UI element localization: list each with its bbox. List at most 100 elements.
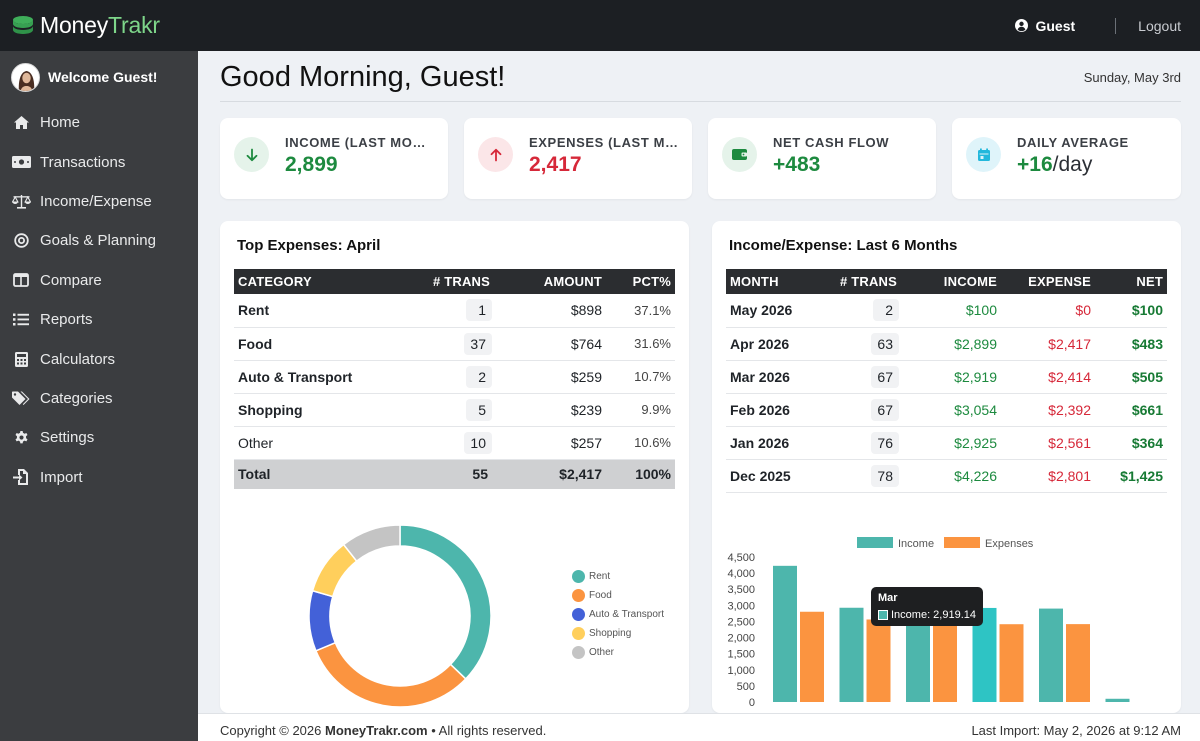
- stat-card-income: INCOME (LAST MONTH) 2,899: [220, 118, 448, 199]
- column-header[interactable]: CATEGORY: [238, 274, 312, 289]
- expense-bar[interactable]: [866, 619, 891, 702]
- total-pct: 100%: [606, 459, 675, 489]
- brand-name: MoneyTrakr: [40, 12, 160, 39]
- column-header[interactable]: EXPENSE: [1028, 274, 1091, 289]
- amount-cell: $239: [494, 393, 606, 427]
- income-bar[interactable]: [1039, 608, 1063, 702]
- legend-label: Shopping: [589, 628, 632, 639]
- sidebar-item-goals-planning[interactable]: Goals & Planning: [0, 221, 198, 260]
- legend-swatch: [572, 608, 585, 621]
- footer: Copyright © 2026 MoneyTrakr.com • All ri…: [198, 713, 1200, 741]
- column-header[interactable]: INCOME: [943, 274, 997, 289]
- legend-item-other[interactable]: Other: [572, 643, 664, 662]
- column-header[interactable]: MONTH: [730, 274, 779, 289]
- total-row: Total 55 $2,417 100%: [234, 459, 675, 489]
- y-tick-label: 4,500: [727, 552, 755, 564]
- expense-bar[interactable]: [999, 624, 1024, 702]
- user-circle-icon: [1015, 19, 1029, 32]
- table-row[interactable]: Auto & Transport 2 $259 10.7%: [234, 360, 675, 394]
- sidebar-item-compare[interactable]: Compare: [0, 261, 198, 300]
- sidebar-item-categories[interactable]: Categories: [0, 379, 198, 418]
- legend-item-food[interactable]: Food: [572, 586, 664, 605]
- column-header[interactable]: PCT%: [632, 274, 671, 289]
- gear-icon: [11, 430, 31, 445]
- legend-label: Auto & Transport: [589, 609, 665, 620]
- table-row[interactable]: Apr 2026 63 $2,899 $2,417 $483: [726, 327, 1167, 361]
- trans-cell: 2: [821, 294, 901, 328]
- income-bar[interactable]: [839, 607, 864, 702]
- y-tick-label: 3,500: [727, 584, 755, 596]
- tooltip-title: Mar: [878, 592, 898, 604]
- legend-swatch[interactable]: [857, 537, 893, 548]
- file-import-icon: [11, 469, 31, 486]
- site-link[interactable]: MoneyTrakr.com: [324, 723, 428, 738]
- trans-cell: 5: [384, 393, 494, 427]
- brand-logo[interactable]: MoneyTrakr: [11, 12, 160, 39]
- legend-label: Income: [898, 538, 934, 550]
- main-content: Good Morning, Guest! Sunday, May 3rd INC…: [198, 51, 1200, 713]
- sidebar-item-home[interactable]: Home: [0, 103, 198, 142]
- income-bar[interactable]: [773, 565, 797, 702]
- legend-swatch[interactable]: [944, 537, 980, 548]
- legend-swatch: [572, 570, 585, 583]
- column-header[interactable]: # TRANS: [432, 274, 490, 289]
- sidebar-item-calculators[interactable]: Calculators: [0, 339, 198, 378]
- table-row[interactable]: Shopping 5 $239 9.9%: [234, 393, 675, 427]
- table-row[interactable]: Feb 2026 67 $3,054 $2,392 $661: [726, 393, 1167, 427]
- legend-item-rent[interactable]: Rent: [572, 567, 664, 586]
- category-cell: Other: [234, 426, 384, 460]
- sidebar-item-import[interactable]: Import: [0, 458, 198, 497]
- wallet-icon: [722, 137, 757, 172]
- logout-link[interactable]: Logout: [1138, 17, 1181, 34]
- total-label: Total: [234, 459, 384, 489]
- panel-title: Top Expenses: April: [237, 237, 381, 254]
- sidebar-item-settings[interactable]: Settings: [0, 418, 198, 457]
- title-divider: [220, 101, 1181, 102]
- table-header-row: MONTH # TRANS INCOME EXPENSE NET: [726, 269, 1167, 294]
- table-row[interactable]: Rent 1 $898 37.1%: [234, 294, 675, 328]
- table-row[interactable]: Jan 2026 76 $2,925 $2,561 $364: [726, 426, 1167, 460]
- slice-food[interactable]: [314, 641, 467, 708]
- trans-cell: 1: [384, 294, 494, 328]
- income-cell: $2,899: [901, 327, 1001, 361]
- y-tick-label: 2,500: [727, 616, 755, 628]
- top-expenses-panel: Top Expenses: April CATEGORY # TRANS AMO…: [220, 221, 689, 713]
- stat-label: NET CASH FLOW: [773, 135, 890, 150]
- total-amount: $2,417: [494, 459, 606, 489]
- sidebar-item-reports[interactable]: Reports: [0, 300, 198, 339]
- expense-bar[interactable]: [800, 611, 824, 702]
- column-header[interactable]: # TRANS: [839, 274, 897, 289]
- expense-bar[interactable]: [933, 624, 957, 702]
- sidebar-item-income-expense[interactable]: Income/Expense: [0, 182, 198, 221]
- table-row[interactable]: Other 10 $257 10.6%: [234, 426, 675, 460]
- sidebar-item-transactions[interactable]: Transactions: [0, 142, 198, 181]
- income-bar[interactable]: [1105, 698, 1130, 702]
- category-cell: Auto & Transport: [234, 360, 384, 394]
- user-menu[interactable]: Guest: [1015, 18, 1075, 34]
- table-row[interactable]: May 2026 2 $100 $0 $100: [726, 294, 1167, 328]
- y-tick-label: 500: [737, 681, 755, 693]
- tooltip-swatch: [878, 610, 888, 620]
- trans-cell: 10: [384, 426, 494, 460]
- column-header[interactable]: NET: [1136, 274, 1163, 289]
- month-cell: Jan 2026: [726, 426, 821, 460]
- table-row[interactable]: Dec 2025 78 $4,226 $2,801 $1,425: [726, 459, 1167, 493]
- slice-rent[interactable]: [399, 524, 492, 680]
- table-row[interactable]: Mar 2026 67 $2,919 $2,414 $505: [726, 360, 1167, 394]
- trans-cell: 63: [821, 327, 901, 361]
- last-import: Last Import: May 2, 2026 at 9:12 AM: [971, 723, 1181, 738]
- legend-label: Food: [589, 590, 612, 601]
- stat-value: 2,899: [285, 153, 338, 177]
- slice-auto-transport[interactable]: [308, 589, 337, 652]
- net-cell: $1,425: [1095, 459, 1167, 493]
- table-row[interactable]: Food 37 $764 31.6%: [234, 327, 675, 361]
- arrow-up-icon: [478, 137, 513, 172]
- income-cell: $2,919: [901, 360, 1001, 394]
- slice-other[interactable]: [342, 524, 401, 563]
- legend-item-shopping[interactable]: Shopping: [572, 624, 664, 643]
- column-header[interactable]: AMOUNT: [543, 274, 602, 289]
- legend-item-auto-transport[interactable]: Auto & Transport: [572, 605, 664, 624]
- expense-bar[interactable]: [1066, 624, 1090, 702]
- month-cell: Apr 2026: [726, 327, 821, 361]
- trans-cell: 78: [821, 459, 901, 493]
